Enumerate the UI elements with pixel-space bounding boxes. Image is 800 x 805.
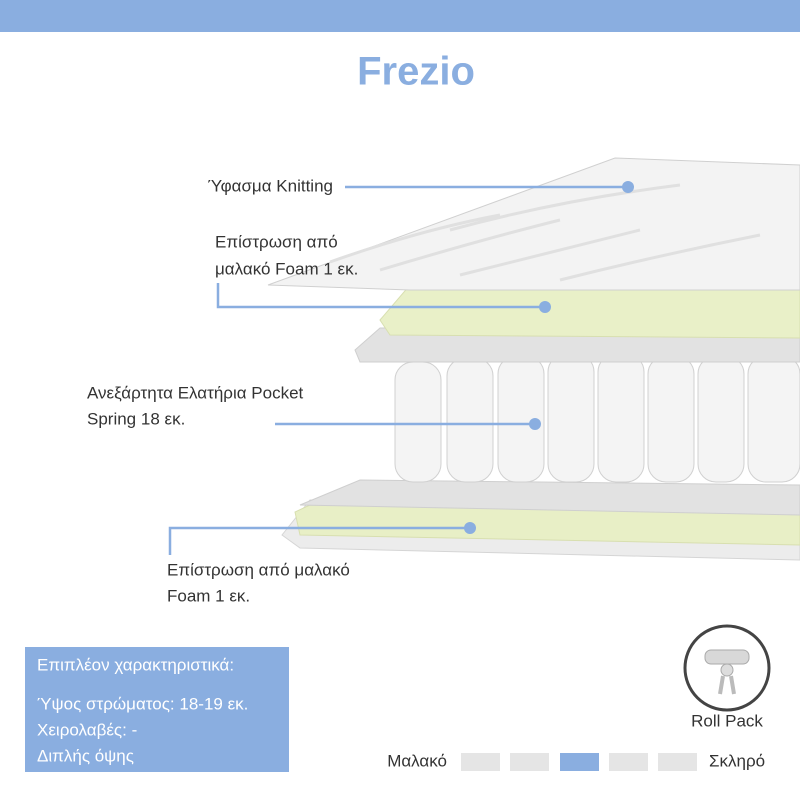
firmness-hard: Σκληρό (709, 751, 765, 770)
callout-text: Ανεξάρτητα Ελατήρια Pocket (87, 383, 304, 402)
roll-pack-label: Roll Pack (691, 711, 763, 730)
callout-text: Επίστρωση από μαλακό (167, 560, 350, 579)
features-box (25, 647, 289, 772)
callout-text: Foam 1 εκ. (167, 586, 250, 605)
callout-lines (168, 181, 634, 555)
firmness-scale (461, 753, 697, 771)
feature-item: Ύψος στρώματος: 18-19 εκ. (37, 694, 248, 713)
top-bar (0, 0, 800, 32)
callout-text: Ύφασμα Knitting (208, 176, 333, 195)
callout-text: Spring 18 εκ. (87, 409, 185, 428)
firmness-soft: Μαλακό (387, 751, 447, 770)
roll-pack-icon (683, 624, 771, 712)
features-heading: Επιπλέον χαρακτηριστικά: (37, 655, 234, 674)
mattress-illustration (267, 157, 800, 561)
feature-item: Χειρολαβές: - (37, 720, 137, 739)
feature-item: Διπλής όψης (37, 746, 134, 765)
callout-text: μαλακό Foam 1 εκ. (215, 259, 358, 278)
title: Frezio (357, 50, 475, 94)
callout-text: Επίστρωση από (215, 232, 338, 251)
